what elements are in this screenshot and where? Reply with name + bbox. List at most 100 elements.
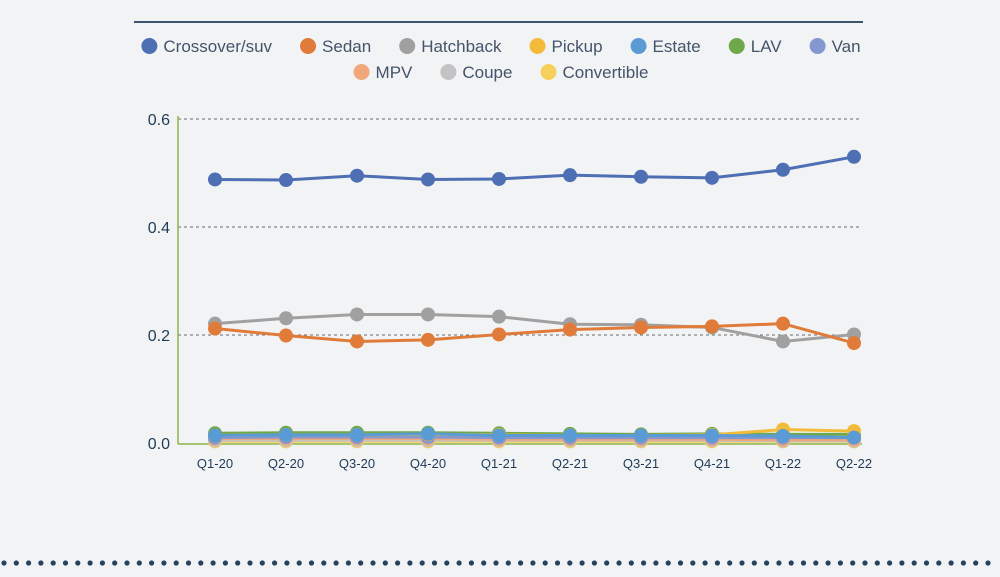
data-point (279, 427, 293, 442)
data-point (421, 332, 435, 347)
x-tick-label: Q1-22 (765, 456, 801, 471)
y-tick-label: 0.6 (148, 112, 170, 129)
dot (50, 560, 56, 566)
legend-label: Convertible (562, 63, 648, 82)
dot (628, 560, 634, 566)
dot (382, 560, 388, 566)
dot (333, 560, 339, 566)
axes: 0.0 0.2 0.4 0.6 Q1-20 Q2-20 Q3-20 Q4-20 Q1-21 Q2-… (148, 112, 872, 471)
dot (370, 560, 376, 566)
dot (321, 560, 327, 566)
series-line (214, 432, 855, 440)
dot (887, 560, 893, 566)
dot (395, 560, 401, 566)
dot (960, 560, 967, 566)
dot (468, 560, 474, 566)
dot (259, 560, 265, 566)
data-point (350, 307, 364, 322)
data-point (208, 321, 222, 336)
data-point (705, 428, 719, 443)
dot (345, 560, 351, 566)
bottom-dotted-divider (1, 560, 991, 566)
dot (714, 560, 721, 566)
dot (308, 560, 315, 566)
x-tick-label: Q1-21 (481, 456, 517, 471)
dot (677, 560, 684, 566)
legend-marker-icon (540, 64, 557, 80)
dot (751, 560, 757, 566)
data-point (847, 149, 861, 164)
x-tick-label: Q2-20 (268, 456, 304, 471)
legend-marker-icon (353, 64, 370, 80)
legend-marker-icon (630, 38, 647, 54)
legend-label: Crossover/suv (163, 37, 272, 56)
dot (788, 560, 794, 566)
legend-marker-icon (529, 38, 546, 54)
dot (936, 560, 942, 566)
dot (948, 560, 954, 566)
line-chart: Crossover/suv Sedan Hatchback Pickup Estate L… (141, 37, 872, 471)
dot (641, 560, 647, 566)
data-point (776, 428, 790, 443)
dot (419, 560, 425, 566)
dot (444, 560, 450, 566)
dot (665, 560, 671, 566)
dot (579, 560, 585, 566)
legend-label: Sedan (322, 37, 371, 56)
dot (825, 560, 831, 566)
legend-item: Convertible (540, 63, 648, 82)
series-line (215, 437, 854, 442)
data-point (847, 336, 861, 351)
series-line (214, 431, 854, 436)
data-point (705, 319, 719, 334)
dot (985, 560, 991, 566)
dot (136, 560, 142, 566)
dot (518, 560, 524, 566)
data-point (634, 428, 648, 443)
series-line (214, 435, 854, 440)
data-point (421, 307, 435, 322)
dot (75, 560, 81, 566)
x-tick-label: Q2-21 (552, 456, 588, 471)
data-point (492, 309, 506, 324)
legend-label: Pickup (552, 37, 603, 56)
dot (874, 560, 880, 566)
data-point (492, 327, 506, 342)
x-tick-label: Q4-21 (694, 456, 730, 471)
data-point (634, 320, 648, 335)
x-tick-label: Q3-21 (623, 456, 659, 471)
dot (542, 560, 548, 566)
y-tick-label: 0.2 (148, 328, 170, 345)
legend-item: MPV (353, 63, 413, 82)
dot (247, 560, 253, 566)
x-tick-label: Q3-20 (339, 456, 375, 471)
legend-label: Coupe (462, 63, 512, 82)
dot (591, 560, 598, 566)
data-point (776, 334, 790, 349)
legend-item: Coupe (440, 63, 512, 82)
dot (456, 560, 462, 566)
series-sedan (208, 316, 861, 351)
dot (653, 560, 659, 566)
x-tick-label: Q2-22 (836, 456, 872, 471)
data-point (421, 426, 435, 441)
gridlines (178, 118, 862, 336)
series-line (214, 155, 855, 182)
legend-item: Crossover/suv (141, 37, 273, 56)
series-crossover-suv (208, 149, 861, 188)
dot (604, 560, 610, 566)
data-point (563, 428, 577, 443)
dot (776, 560, 782, 566)
dot (198, 560, 204, 566)
dot (727, 560, 733, 566)
dot (923, 560, 930, 566)
dot (702, 560, 708, 566)
x-tick-label: Q4-20 (410, 456, 446, 471)
dot (973, 560, 979, 566)
dot (911, 560, 917, 566)
dot (222, 560, 228, 566)
legend-label: Hatchback (421, 37, 502, 56)
dot (296, 560, 302, 566)
dot (862, 560, 868, 566)
series-estate (208, 426, 861, 445)
